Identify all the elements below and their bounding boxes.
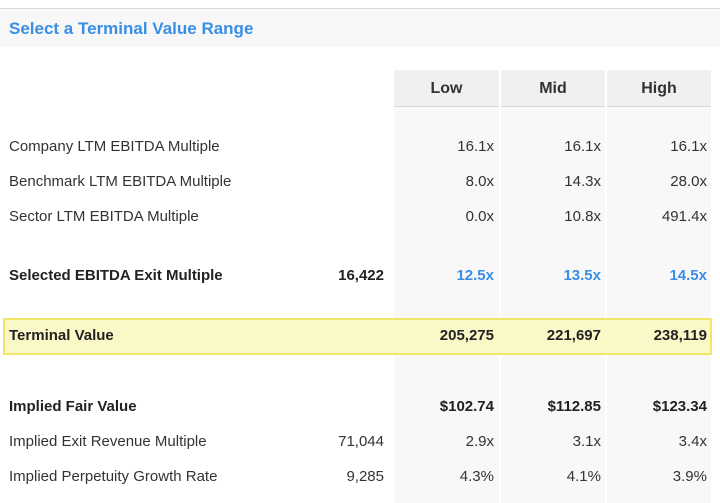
value-high: 3.9% <box>672 468 707 485</box>
row-label: Implied Exit Revenue Multiple <box>9 433 207 450</box>
row-selected-ebitda-exit-multiple: Selected EBITDA Exit Multiple 16,422 12.… <box>0 264 720 288</box>
row-label: Implied Fair Value <box>9 398 137 415</box>
section-title: Select a Terminal Value Range <box>9 19 254 38</box>
column-background-mid <box>501 70 605 503</box>
exit-multiple-low-input[interactable]: 12.5x <box>456 267 494 284</box>
row-extra-value: 9,285 <box>346 468 384 485</box>
column-background-high <box>607 70 711 503</box>
value-mid: 10.8x <box>564 208 601 225</box>
row-extra-value: 16,422 <box>338 267 384 284</box>
value-low: 4.3% <box>459 468 494 485</box>
row-terminal-value: Terminal Value 205,275 221,697 238,119 <box>0 324 720 348</box>
column-background-low <box>394 70 499 503</box>
value-low: $102.74 <box>439 398 494 415</box>
value-high: 28.0x <box>670 173 707 190</box>
row-implied-exit-revenue-multiple: Implied Exit Revenue Multiple 71,044 2.9… <box>0 430 720 454</box>
row-benchmark-ltm-ebitda-multiple: Benchmark LTM EBITDA Multiple 8.0x 14.3x… <box>0 170 720 194</box>
row-label: Selected EBITDA Exit Multiple <box>9 267 223 284</box>
value-mid: $112.85 <box>547 398 601 415</box>
value-high: 238,119 <box>653 327 707 344</box>
terminal-value-highlight <box>3 318 712 355</box>
value-low: 205,275 <box>439 327 494 344</box>
value-high: 491.4x <box>661 208 707 225</box>
value-low: 8.0x <box>465 173 494 190</box>
row-implied-fair-value: Implied Fair Value $102.74 $112.85 $123.… <box>0 395 720 419</box>
value-mid: 14.3x <box>564 173 601 190</box>
value-mid: 221,697 <box>546 327 601 344</box>
row-company-ltm-ebitda-multiple: Company LTM EBITDA Multiple 16.1x 16.1x … <box>0 135 720 159</box>
exit-multiple-high-input[interactable]: 14.5x <box>669 267 707 284</box>
value-high: $123.34 <box>652 398 707 415</box>
row-extra-value: 71,044 <box>338 433 384 450</box>
row-label: Company LTM EBITDA Multiple <box>9 138 220 155</box>
exit-multiple-mid-input[interactable]: 13.5x <box>563 267 601 284</box>
row-sector-ltm-ebitda-multiple: Sector LTM EBITDA Multiple 0.0x 10.8x 49… <box>0 205 720 229</box>
column-header-high: High <box>607 70 711 107</box>
value-low: 16.1x <box>457 138 494 155</box>
value-low: 2.9x <box>465 433 494 450</box>
value-high: 3.4x <box>678 433 707 450</box>
value-mid: 16.1x <box>564 138 601 155</box>
value-low: 0.0x <box>465 208 494 225</box>
value-mid: 3.1x <box>572 433 601 450</box>
row-label: Terminal Value <box>9 327 114 344</box>
row-implied-perpetuity-growth-rate: Implied Perpetuity Growth Rate 9,285 4.3… <box>0 465 720 489</box>
row-label: Benchmark LTM EBITDA Multiple <box>9 173 232 190</box>
top-divider <box>0 8 720 9</box>
column-header-low: Low <box>394 70 499 107</box>
section-header <box>0 9 720 47</box>
row-label: Sector LTM EBITDA Multiple <box>9 208 199 225</box>
value-high: 16.1x <box>670 138 707 155</box>
row-label: Implied Perpetuity Growth Rate <box>9 468 218 485</box>
value-mid: 4.1% <box>566 468 601 485</box>
column-header-mid: Mid <box>501 70 605 107</box>
